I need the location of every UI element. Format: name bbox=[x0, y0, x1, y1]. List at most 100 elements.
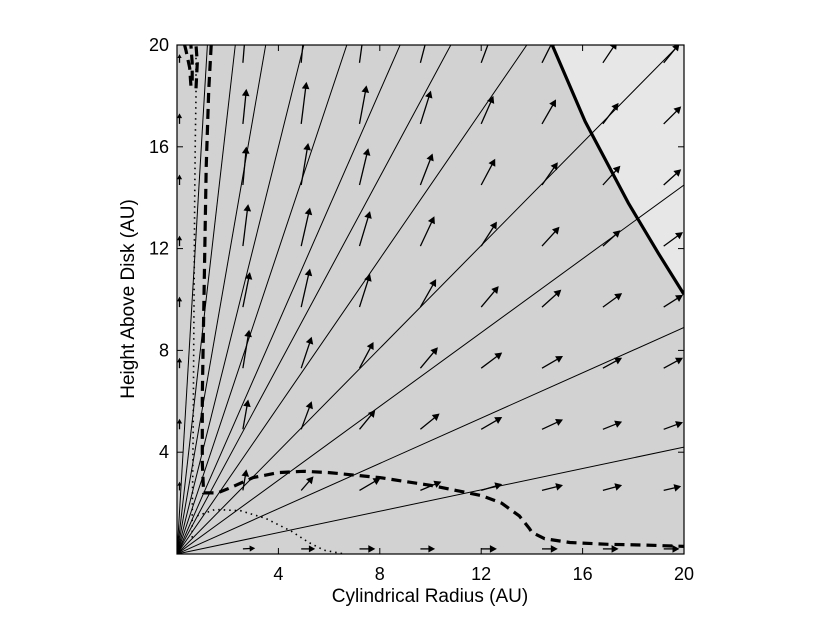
velocity-arrow bbox=[480, 352, 503, 369]
velocity-arrow-shaft bbox=[541, 229, 558, 247]
solid-curve-5 bbox=[177, 45, 528, 554]
dashed-curve-16 bbox=[189, 45, 194, 81]
velocity-arrow bbox=[602, 45, 617, 64]
velocity-arrow-shaft bbox=[480, 99, 493, 125]
velocity-arrow-head bbox=[555, 483, 563, 491]
velocity-arrow bbox=[420, 545, 436, 553]
velocity-arrow-shaft bbox=[242, 473, 247, 491]
dashed-curve-17 bbox=[200, 45, 684, 548]
velocity-arrow-shaft bbox=[481, 484, 499, 492]
velocity-arrow-shaft bbox=[358, 345, 373, 369]
velocity-arrow-shaft bbox=[242, 208, 249, 247]
velocity-arrow-shaft bbox=[480, 45, 489, 64]
dashed-curve-15 bbox=[194, 45, 199, 89]
velocity-arrow-head bbox=[494, 352, 503, 360]
velocity-arrow-head bbox=[178, 546, 181, 548]
velocity-arrow bbox=[480, 45, 489, 64]
velocity-arrow bbox=[663, 484, 682, 492]
velocity-arrow-head bbox=[300, 24, 308, 31]
velocity-arrow-shaft bbox=[242, 276, 250, 308]
velocity-arrow-head bbox=[672, 545, 680, 553]
velocity-arrow-head bbox=[241, 28, 249, 35]
velocity-arrow-shaft bbox=[420, 482, 438, 491]
velocity-arrow-head bbox=[177, 296, 183, 302]
velocity-arrow bbox=[663, 169, 682, 186]
velocity-arrow-shaft bbox=[602, 105, 617, 125]
velocity-arrow-head bbox=[364, 211, 372, 219]
velocity-arrow-head bbox=[243, 399, 251, 408]
velocity-arrow-head bbox=[609, 45, 617, 50]
velocity-arrow-head bbox=[675, 294, 683, 302]
velocity-arrow-head bbox=[494, 482, 503, 490]
thick-curve-13 bbox=[550, 45, 684, 296]
solid-curve-12 bbox=[177, 45, 208, 554]
velocity-arrow-shaft bbox=[663, 359, 680, 369]
velocity-arrow-shaft bbox=[602, 295, 620, 308]
velocity-arrow bbox=[358, 211, 372, 247]
velocity-arrow-head bbox=[673, 169, 682, 177]
velocity-arrow-head bbox=[301, 81, 310, 90]
velocity-arrow bbox=[358, 85, 370, 125]
velocity-arrow-shaft bbox=[602, 45, 616, 64]
x-tick-label: 8 bbox=[375, 564, 385, 584]
velocity-arrow-head bbox=[549, 99, 556, 108]
velocity-arrow bbox=[177, 235, 183, 247]
velocity-arrow bbox=[602, 545, 619, 553]
velocity-arrow-shaft bbox=[300, 86, 307, 124]
velocity-arrow-shaft bbox=[300, 211, 310, 247]
velocity-arrow-head bbox=[672, 45, 680, 52]
velocity-arrow bbox=[358, 410, 376, 430]
velocity-arrow bbox=[301, 545, 316, 553]
velocity-arrow-head bbox=[305, 336, 314, 345]
velocity-arrow bbox=[359, 478, 381, 491]
x-tick-label: 16 bbox=[573, 564, 593, 584]
velocity-arrow-head bbox=[675, 232, 683, 240]
x-tick-label: 4 bbox=[273, 564, 283, 584]
velocity-arrow-shaft bbox=[602, 232, 618, 247]
velocity-arrow-shaft bbox=[300, 272, 310, 308]
velocity-arrow-head bbox=[489, 545, 497, 553]
velocity-arrow-head bbox=[555, 356, 563, 363]
solid-curve-11 bbox=[177, 45, 236, 554]
velocity-arrow bbox=[480, 95, 495, 125]
velocity-arrow-head bbox=[308, 545, 316, 553]
velocity-arrow-head bbox=[306, 476, 314, 485]
velocity-arrow bbox=[241, 28, 249, 63]
velocity-arrow-shaft bbox=[480, 162, 494, 186]
velocity-arrow bbox=[663, 45, 680, 64]
velocity-arrow bbox=[541, 162, 558, 186]
y-axis-title: Height Above Disk (AU) bbox=[118, 199, 139, 399]
velocity-arrow bbox=[602, 357, 623, 369]
velocity-arrow-head bbox=[675, 357, 683, 365]
velocity-arrow bbox=[300, 81, 310, 124]
velocity-arrow bbox=[541, 289, 562, 308]
velocity-arrow-shaft bbox=[663, 296, 680, 308]
axis-ticks: 4 8 12 16 20 4 8 12 16 20 bbox=[149, 35, 694, 584]
velocity-arrow-head bbox=[177, 357, 183, 363]
velocity-arrow-head bbox=[362, 148, 371, 156]
velocity-arrow-shaft bbox=[419, 157, 432, 186]
velocity-arrow-shaft bbox=[419, 415, 437, 430]
velocity-arrow-shaft bbox=[663, 233, 680, 247]
velocity-arrow bbox=[300, 336, 314, 369]
velocity-arrow-shaft bbox=[541, 357, 560, 369]
velocity-arrow-shaft bbox=[242, 150, 247, 186]
velocity-arrow-shaft bbox=[242, 333, 250, 369]
velocity-arrow bbox=[602, 165, 621, 186]
velocity-arrow-head bbox=[491, 286, 499, 294]
velocity-arrow-shaft bbox=[300, 340, 312, 369]
velocity-arrow bbox=[300, 24, 308, 63]
velocity-arrow-head bbox=[614, 357, 623, 365]
velocity-arrow-shaft bbox=[541, 165, 556, 186]
velocity-arrow-head bbox=[673, 106, 682, 115]
velocity-field bbox=[177, 24, 683, 553]
velocity-arrow bbox=[358, 45, 363, 63]
velocity-arrow bbox=[241, 88, 250, 124]
plot-frame bbox=[176, 44, 685, 555]
velocity-arrow-head bbox=[177, 235, 183, 241]
y-tick-label: 8 bbox=[159, 340, 169, 360]
velocity-arrow bbox=[300, 207, 313, 247]
velocity-arrow-head bbox=[177, 174, 183, 180]
solid-curve-2 bbox=[177, 327, 684, 554]
velocity-arrow-head bbox=[611, 545, 619, 553]
